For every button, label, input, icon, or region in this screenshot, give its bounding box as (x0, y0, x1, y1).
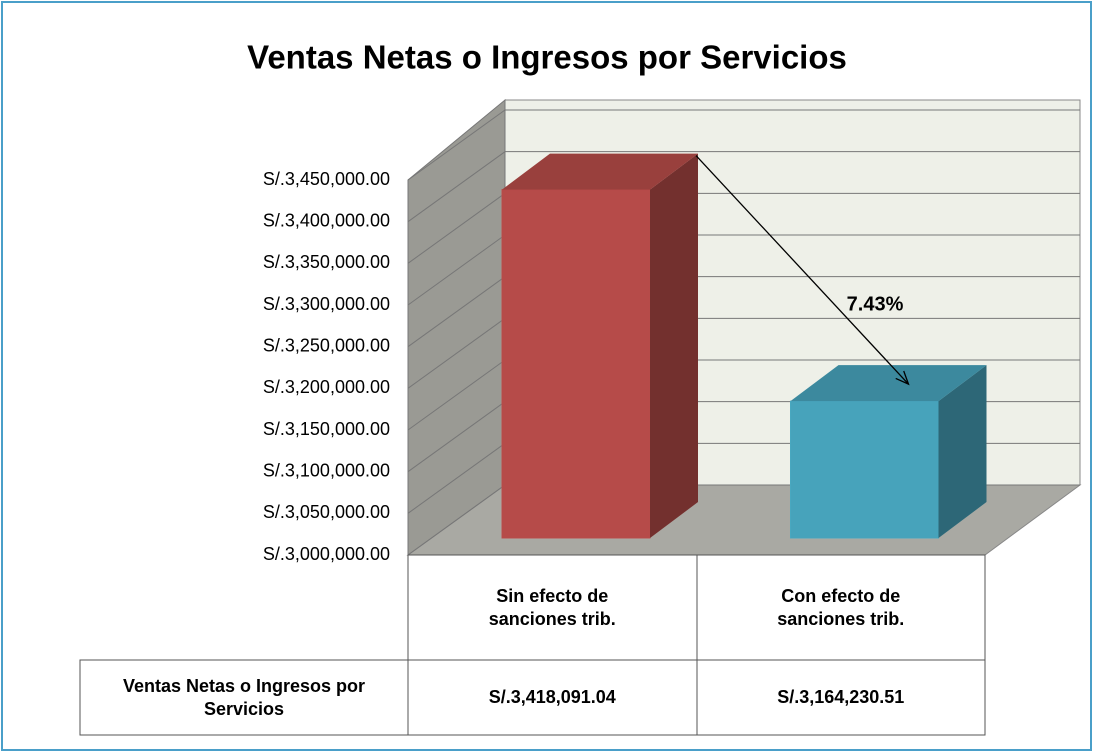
category-label: Con efecto de sanciones trib. (777, 585, 905, 629)
annotation-arrowhead (895, 370, 910, 386)
bar (501, 153, 698, 539)
y-tick-label: S/.3,250,000.00 (263, 335, 390, 355)
y-tick-label: S/.3,450,000.00 (263, 169, 390, 189)
grid-line (407, 442, 506, 514)
side-wall (407, 98, 506, 556)
y-tick-label: S/.3,300,000.00 (263, 294, 390, 314)
grid-line (407, 151, 506, 223)
bar-shade (502, 153, 698, 190)
grid-line (407, 317, 506, 389)
y-tick-label: S/.3,000,000.00 (263, 544, 390, 564)
bar-side (650, 153, 698, 538)
grid-line (407, 401, 506, 473)
bar (790, 365, 987, 539)
bar-top (790, 365, 987, 402)
y-tick-label: S/.3,100,000.00 (263, 460, 390, 480)
y-tick-label: S/.3,050,000.00 (263, 502, 390, 522)
grid-line (407, 192, 506, 264)
bar-shade (790, 401, 939, 538)
grid-line (407, 234, 506, 306)
y-tick-label: S/.3,200,000.00 (263, 377, 390, 397)
bar-shade (502, 189, 650, 538)
bar-front (790, 400, 939, 539)
value-label: S/.3,418,091.04 (488, 687, 616, 707)
annotation-arrow (695, 155, 909, 385)
table-row-header: Ventas Netas o Ingresos por Servicios (122, 675, 366, 719)
category-label: Sin efecto de sanciones trib. (488, 585, 616, 629)
chart-title: Ventas Netas o Ingresos por Servicios (247, 39, 847, 76)
bar-front (501, 189, 651, 539)
y-tick-label: S/.3,350,000.00 (263, 252, 390, 272)
value-label: S/.3,164,230.51 (777, 687, 905, 707)
annotation: 7.43% (847, 293, 904, 315)
y-tick-label: S/.3,400,000.00 (263, 210, 390, 230)
grid-line (407, 109, 506, 181)
bar-top (502, 153, 698, 190)
bar-shade (650, 153, 698, 538)
table-value-row (79, 659, 986, 736)
bar-side (938, 365, 987, 538)
grid-line (407, 276, 506, 348)
grid-line (407, 484, 506, 556)
bar-shade (938, 365, 987, 538)
grid-line (407, 359, 506, 431)
y-tick-label: S/.3,150,000.00 (263, 419, 390, 439)
bar-shade (790, 365, 987, 402)
